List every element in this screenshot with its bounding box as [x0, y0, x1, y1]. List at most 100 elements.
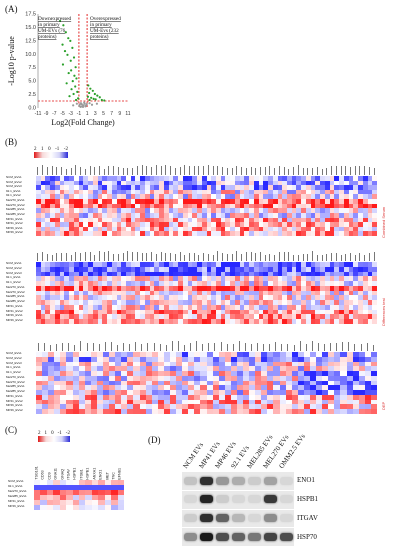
heatmap-cell — [92, 266, 98, 272]
heatmap-cell — [125, 281, 131, 286]
heatmap-cell — [272, 276, 278, 282]
heatmap-cell — [272, 262, 278, 267]
heatmap-cell — [301, 262, 306, 267]
heatmap-cell — [253, 262, 259, 267]
heatmap-cell — [176, 385, 183, 391]
heatmap-cell — [127, 394, 134, 400]
heatmap-cell — [159, 309, 164, 315]
heatmap-cell — [364, 352, 371, 357]
heatmap-cell — [64, 309, 70, 315]
heatmap-cell — [343, 319, 349, 324]
column-label-mark — [98, 344, 100, 351]
heatmap-cell — [145, 361, 152, 367]
heatmap-cell — [244, 290, 250, 296]
heatmap-cell — [316, 380, 323, 386]
heatmap-cell — [154, 295, 160, 301]
heatmap-cell — [230, 285, 235, 291]
heatmap-cell — [362, 281, 368, 286]
heatmap-cell — [324, 281, 330, 286]
heatmap-cell — [46, 480, 54, 485]
heatmap-cell — [73, 203, 79, 209]
heatmap-cell — [268, 319, 273, 324]
heatmap-cell — [88, 262, 93, 267]
heatmap-grid — [34, 480, 124, 510]
heatmap-cell — [244, 194, 250, 200]
heatmap-cell — [230, 366, 237, 372]
column-label-mark — [293, 345, 295, 351]
heatmap-cell — [236, 371, 244, 376]
heatmap-cell — [358, 266, 363, 272]
heatmap-cell — [249, 394, 256, 400]
heatmap-cell — [301, 266, 306, 272]
heatmap-cell — [364, 404, 371, 410]
column-label-mark — [80, 341, 82, 351]
data-point — [61, 63, 65, 66]
heatmap-cell — [225, 309, 231, 315]
heatmap-cell — [194, 380, 201, 386]
heatmap-cell — [310, 271, 316, 277]
heatmap-cell — [234, 271, 240, 277]
heatmap-cell — [157, 371, 164, 376]
heatmap-cell — [188, 361, 195, 367]
heatmap-cell — [127, 385, 134, 391]
heatmap-cell — [297, 352, 304, 357]
heatmap-cell — [310, 185, 316, 190]
column-label-mark — [293, 167, 295, 175]
heatmap-cell — [291, 352, 298, 357]
heatmap-cell — [282, 199, 287, 204]
heatmap-cell — [78, 480, 86, 485]
heatmap-cell — [263, 208, 269, 213]
heatmap-cell — [45, 185, 51, 190]
heatmap-cell — [305, 226, 311, 232]
heatmap-cell — [111, 309, 117, 315]
heatmap-cell — [121, 231, 126, 236]
heatmap-cell — [182, 295, 188, 301]
heatmap-cell — [212, 380, 219, 386]
heatmap-cell — [125, 285, 131, 291]
heatmap-cell — [239, 309, 245, 315]
heatmap-cell — [36, 394, 43, 400]
heatmap-cell — [212, 394, 219, 400]
heatmap-cell — [36, 319, 41, 324]
heatmap-cell — [230, 394, 237, 400]
data-point — [87, 84, 90, 87]
heatmap-cell — [211, 266, 216, 272]
heatmap-cell — [145, 352, 152, 357]
heatmap-cell — [159, 290, 164, 296]
heatmap-cell — [287, 226, 292, 232]
heatmap-cell — [130, 185, 136, 190]
heatmap-cell — [261, 404, 268, 410]
western-blot — [182, 471, 294, 546]
data-point — [80, 103, 83, 106]
heatmap-cell — [334, 304, 340, 310]
heatmap-cell — [169, 371, 177, 376]
heatmap-cell — [40, 266, 46, 272]
heatmap-cell — [343, 185, 349, 190]
heatmap-cell — [91, 495, 99, 500]
column-label-mark — [354, 166, 356, 175]
heatmap-cell — [125, 319, 131, 324]
heatmap-cell — [329, 290, 335, 296]
heatmap-cell — [234, 189, 240, 195]
heatmap-cell — [201, 185, 207, 190]
heatmap-cell — [303, 356, 311, 362]
heatmap-cell — [197, 266, 202, 272]
heatmap-cell — [234, 262, 240, 267]
heatmap-cell — [352, 385, 359, 391]
heatmap-cell — [291, 309, 297, 315]
heatmap-cell — [267, 375, 274, 381]
heatmap-cell — [316, 356, 323, 362]
heatmap-cell — [310, 295, 316, 301]
column-label: ITGAV — [66, 469, 71, 480]
heatmap-cell — [48, 361, 55, 367]
heatmap-cell — [46, 505, 54, 510]
blot-band — [263, 532, 277, 541]
heatmap-cell — [163, 366, 170, 372]
heatmap-cell — [367, 281, 373, 286]
heatmap-cell — [244, 281, 250, 286]
heatmap-cell — [282, 203, 287, 209]
heatmap-cell — [187, 319, 193, 324]
heatmap-cell — [287, 295, 292, 301]
heatmap-cell — [84, 361, 91, 367]
heatmap-cell — [287, 309, 292, 315]
